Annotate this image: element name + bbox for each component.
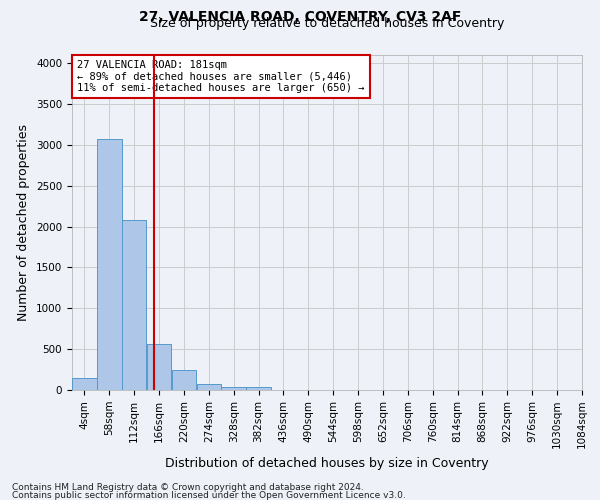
- Bar: [122, 220, 146, 390]
- Bar: [147, 344, 171, 390]
- Text: Contains HM Land Registry data © Crown copyright and database right 2024.: Contains HM Land Registry data © Crown c…: [12, 484, 364, 492]
- Bar: [97, 139, 122, 390]
- Bar: [172, 370, 196, 390]
- Bar: [72, 378, 97, 390]
- Title: Size of property relative to detached houses in Coventry: Size of property relative to detached ho…: [150, 17, 504, 30]
- Y-axis label: Number of detached properties: Number of detached properties: [17, 124, 31, 321]
- Text: 27, VALENCIA ROAD, COVENTRY, CV3 2AF: 27, VALENCIA ROAD, COVENTRY, CV3 2AF: [139, 10, 461, 24]
- Bar: [221, 386, 246, 390]
- Bar: [247, 386, 271, 390]
- X-axis label: Distribution of detached houses by size in Coventry: Distribution of detached houses by size …: [165, 456, 489, 469]
- Text: 27 VALENCIA ROAD: 181sqm
← 89% of detached houses are smaller (5,446)
11% of sem: 27 VALENCIA ROAD: 181sqm ← 89% of detach…: [77, 60, 365, 93]
- Text: Contains public sector information licensed under the Open Government Licence v3: Contains public sector information licen…: [12, 491, 406, 500]
- Bar: [197, 384, 221, 390]
